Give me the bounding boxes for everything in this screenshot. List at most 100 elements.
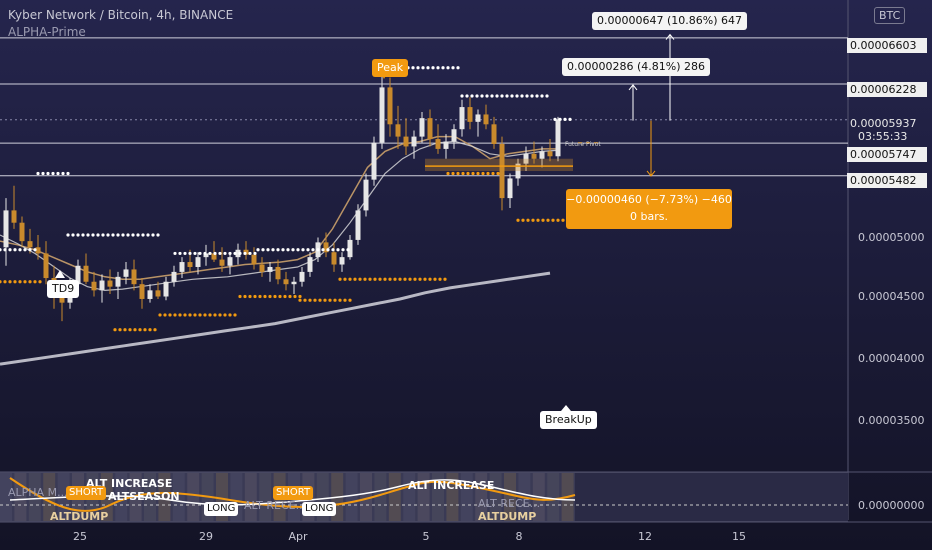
resistance-dot: [146, 233, 150, 237]
resistance-dot: [126, 233, 130, 237]
resistance-dot: [66, 233, 70, 237]
support-dot: [278, 294, 282, 299]
candle-body: [427, 118, 433, 140]
support-dot: [123, 328, 127, 332]
resistance-dot: [515, 94, 519, 98]
measure-box-small[interactable]: 0.00000286 (4.81%) 286: [562, 58, 710, 76]
support-dot: [338, 277, 342, 281]
support-dot: [188, 313, 192, 317]
candle-body: [323, 242, 329, 253]
support-dot: [133, 328, 137, 332]
oscillator-bar: [360, 473, 372, 521]
resistance-dot: [326, 248, 330, 252]
x-tick-label: 8: [515, 530, 523, 543]
osc-tag-long: LONG: [204, 502, 239, 516]
resistance-dot: [61, 171, 65, 176]
osc-text-alt-increase: ALT INCREASE: [86, 477, 173, 490]
support-dot: [446, 171, 450, 176]
support-dot: [323, 298, 327, 302]
support-dot: [551, 218, 555, 222]
resistance-dot: [106, 233, 110, 237]
oscillator-bar: [547, 473, 560, 521]
price-tag-current: 0.00005937: [850, 117, 917, 130]
support-dot: [238, 294, 242, 299]
candle-body: [379, 87, 385, 143]
resistance-dot: [243, 251, 247, 256]
breakup-label: BreakUp: [540, 411, 597, 429]
resistance-dot: [111, 233, 115, 237]
resistance-dot: [223, 251, 227, 256]
oscillator-bar: [158, 473, 171, 521]
resistance-dot: [203, 251, 207, 256]
support-dot: [228, 313, 232, 317]
support-dot: [143, 328, 147, 332]
future-pivot-label: Future Pivot: [565, 141, 601, 148]
support-dot: [383, 277, 387, 281]
measure-box-large[interactable]: 0.00000647 (10.86%) 647: [592, 12, 747, 30]
resistance-dot: [286, 248, 290, 252]
oscillator-bar: [417, 473, 430, 521]
resistance-dot: [198, 251, 202, 256]
osc-tag-short: SHORT: [66, 486, 107, 500]
support-dot: [333, 298, 337, 302]
resistance-dot: [276, 248, 280, 252]
support-dot: [536, 218, 540, 222]
support-dot: [213, 313, 217, 317]
resistance-dot: [156, 233, 160, 237]
resistance-dot: [233, 251, 237, 256]
candle-body: [331, 252, 337, 265]
support-dot: [208, 313, 212, 317]
oscillator-bar: [172, 473, 185, 521]
oscillator-bar: [259, 473, 272, 521]
support-dot: [343, 277, 347, 281]
resistance-dot: [301, 248, 305, 252]
resistance-dot: [86, 233, 90, 237]
support-dot: [348, 298, 352, 302]
drop-bars-text: 0 bars.: [630, 210, 668, 223]
support-dot: [268, 294, 272, 299]
candle-body: [507, 178, 513, 199]
oscillator-bar: [446, 473, 459, 521]
candle-body: [267, 266, 273, 272]
support-dot: [173, 313, 177, 317]
symbol-title: Kyber Network / Bitcoin, 4h, BINANCE: [8, 8, 234, 22]
resistance-dot: [193, 251, 197, 256]
resistance-dot: [136, 233, 140, 237]
support-dot: [486, 171, 490, 176]
td9-label: TD9: [47, 280, 80, 298]
resistance-dot: [266, 248, 270, 252]
candle-body: [19, 222, 25, 242]
resistance-dot: [208, 251, 212, 256]
currency-badge[interactable]: BTC: [874, 7, 906, 24]
candle-body: [475, 114, 481, 122]
candle-body: [83, 265, 89, 282]
resistance-dot: [213, 251, 217, 256]
support-dot: [461, 171, 465, 176]
resistance-dot: [23, 248, 27, 252]
measure-box-drop[interactable]: −0.00000460 (−7.73%) −460 0 bars.: [566, 189, 732, 229]
candle-body: [555, 119, 561, 157]
resistance-dot: [261, 248, 265, 252]
support-dot: [343, 298, 347, 302]
candle-body: [139, 284, 145, 299]
support-dot: [561, 218, 565, 222]
ema-line: [0, 135, 560, 281]
resistance-dot: [228, 251, 232, 256]
resistance-dot: [510, 94, 514, 98]
support-dot: [451, 171, 455, 176]
candle-body: [75, 265, 81, 285]
osc-text-alt-rece: ALT RECE...: [244, 499, 307, 512]
resistance-dot: [121, 233, 125, 237]
resistance-dot: [0, 248, 2, 252]
candle-body: [491, 124, 497, 144]
support-dot: [471, 171, 475, 176]
candle-body: [59, 296, 65, 303]
resistance-dot: [101, 233, 105, 237]
resistance-dot: [96, 233, 100, 237]
candle-body: [435, 139, 441, 149]
resistance-dot: [33, 248, 37, 252]
candle-body: [203, 253, 209, 258]
oscillator-line-white: [9, 479, 576, 506]
